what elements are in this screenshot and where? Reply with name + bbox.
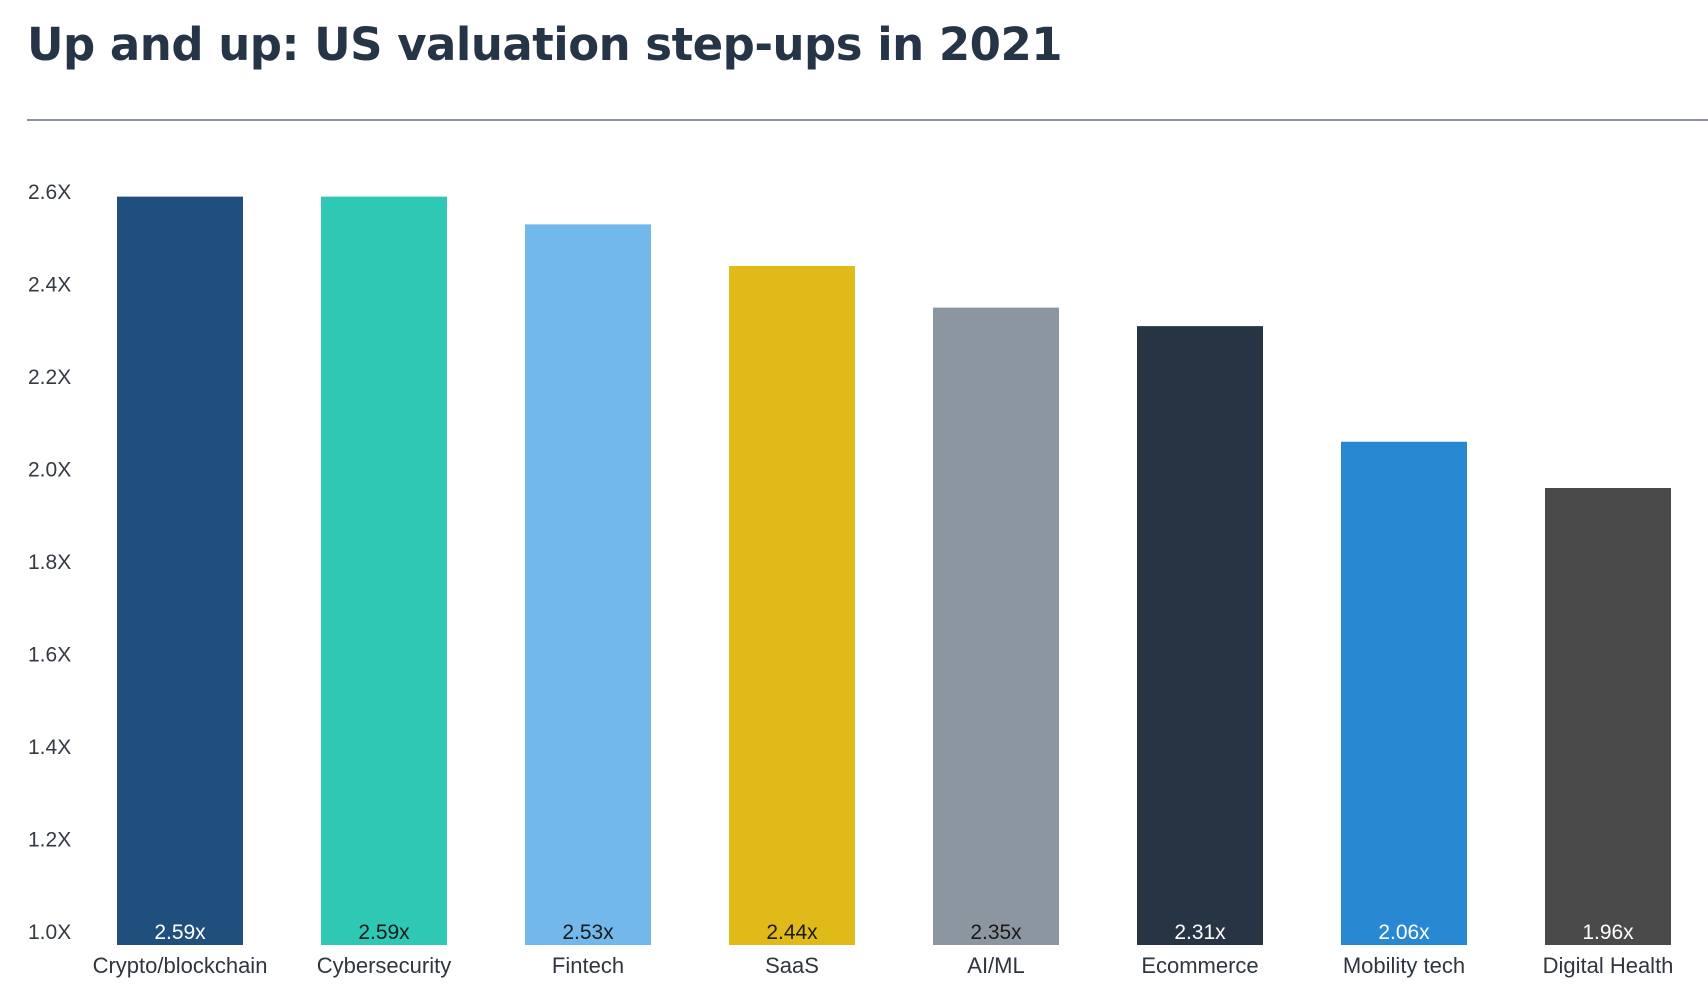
x-tick-label: Digital Health — [1543, 953, 1674, 978]
bar — [1137, 326, 1263, 945]
bar-value-label: 2.59x — [358, 921, 410, 944]
bar — [321, 196, 447, 945]
y-tick-label: 2.6X — [28, 181, 71, 204]
bar — [1341, 441, 1467, 945]
y-tick-label: 2.2X — [28, 366, 71, 389]
bar-value-label: 2.31x — [1174, 921, 1226, 944]
x-axis: Crypto/blockchain Cybersecurity Fintech Saa… — [93, 953, 1674, 978]
y-tick-label: 1.0X — [28, 921, 71, 944]
y-tick-label: 1.4X — [28, 736, 71, 759]
bar — [1545, 488, 1671, 945]
bar — [729, 266, 855, 945]
x-tick-label: SaaS — [765, 953, 819, 978]
x-tick-label: Fintech — [552, 953, 624, 978]
bar-value-label: 2.44x — [766, 921, 818, 944]
x-tick-label: Cybersecurity — [317, 953, 451, 978]
bars: 2.59x 2.59x 2.53x 2.44x 2.35x 2.31x 2.06x 1.96x — [117, 196, 1671, 945]
x-tick-label: AI/ML — [967, 953, 1024, 978]
bar — [525, 224, 651, 945]
bar — [117, 196, 243, 945]
y-tick-label: 2.4X — [28, 274, 71, 297]
bar-value-label: 2.59x — [154, 921, 206, 944]
x-tick-label: Crypto/blockchain — [93, 953, 268, 978]
bar-value-label: 2.06x — [1378, 921, 1430, 944]
chart-title: Up and up: US valuation step-ups in 2021 — [27, 18, 1063, 71]
bar-value-label: 2.35x — [970, 921, 1022, 944]
x-tick-label: Ecommerce — [1141, 953, 1258, 978]
y-axis: 1.0X 1.2X 1.4X 1.6X 1.8X 2.0X 2.2X 2.4X 2.6X — [28, 181, 71, 944]
y-tick-label: 1.6X — [28, 644, 71, 667]
bar-value-label: 2.53x — [562, 921, 614, 944]
bar-value-label: 1.96x — [1582, 921, 1634, 944]
bar — [933, 307, 1059, 945]
y-tick-label: 1.8X — [28, 551, 71, 574]
x-tick-label: Mobility tech — [1343, 953, 1465, 978]
y-tick-label: 1.2X — [28, 829, 71, 852]
title-divider — [27, 119, 1708, 121]
y-tick-label: 2.0X — [28, 459, 71, 482]
